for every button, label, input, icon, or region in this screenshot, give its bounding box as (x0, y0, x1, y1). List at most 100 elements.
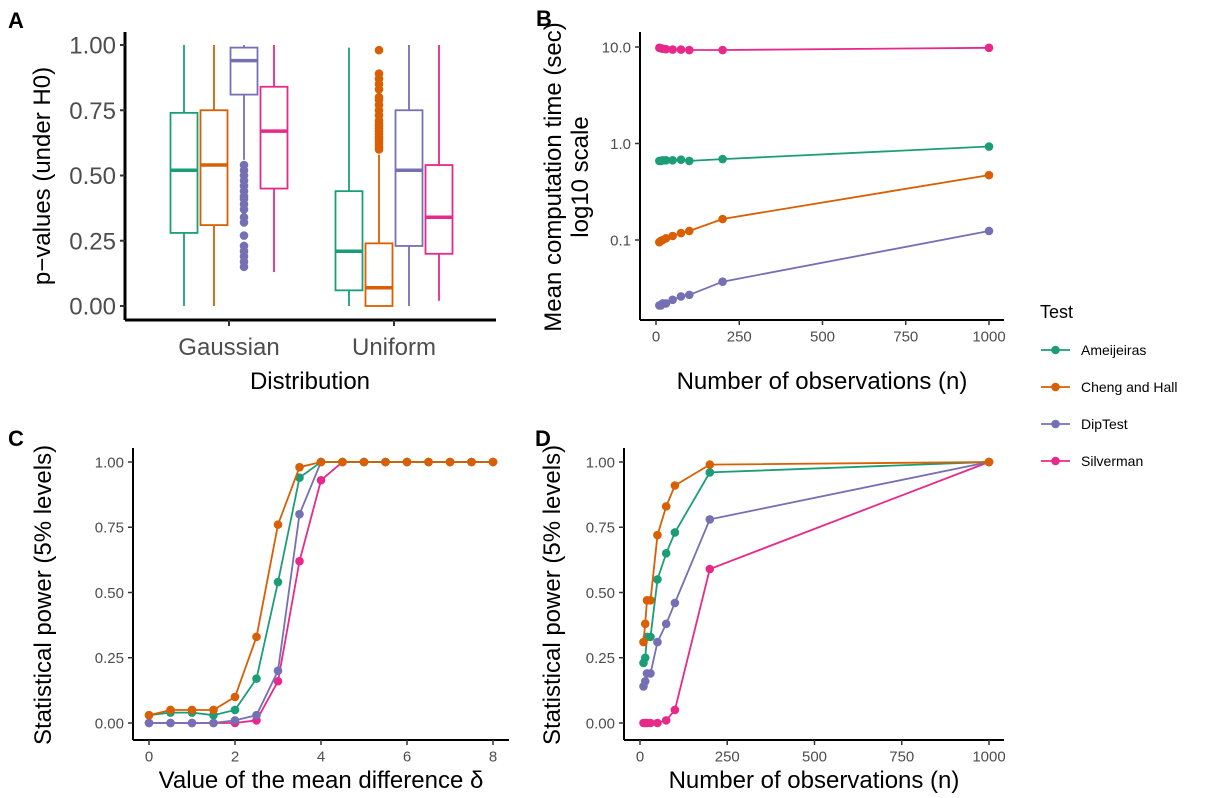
data-point (230, 705, 240, 715)
legend-key-point (1051, 456, 1060, 466)
data-point (144, 710, 154, 720)
x-tick-label: 250 (727, 328, 752, 345)
panel-c-line-chart: C 0.00 0.25 0.50 0.75 1.00 0 2 4 6 8 Value of the m… (8, 426, 509, 794)
data-point (661, 716, 671, 725)
iqr-box (259, 85, 289, 190)
series-line (659, 46, 990, 51)
data-point (273, 676, 283, 686)
data-point (718, 154, 727, 164)
data-point (718, 277, 727, 286)
series-cheng-and-hall (639, 457, 994, 647)
panel-d-line-chart: D 0.00 0.25 0.50 0.75 1.00 0 250 500 750 1000 Numbe… (535, 426, 1006, 794)
x-tick-label: 8 (489, 748, 497, 765)
legend-item-ameijeiras: Ameijeiras (1041, 342, 1146, 358)
data-point (661, 502, 671, 511)
series-diptest (655, 226, 994, 310)
series-ameijeiras (655, 142, 994, 166)
data-point (273, 577, 283, 587)
x-tick-label: 2 (231, 748, 239, 765)
data-point (646, 718, 655, 728)
data-point (718, 214, 727, 224)
iqr-box (394, 109, 424, 247)
outlier-point (374, 69, 384, 79)
data-point (661, 299, 671, 308)
panel-label: B (536, 6, 552, 31)
data-point (166, 705, 175, 715)
x-tick-label: 0 (145, 748, 153, 765)
data-point (230, 716, 240, 725)
x-tick-label: 1000 (972, 328, 1005, 345)
y-axis-title: Statistical power (5% levels) (539, 445, 566, 745)
outlier-point (374, 45, 384, 55)
series-line (149, 461, 493, 724)
data-point (187, 705, 197, 715)
x-tick-label: 750 (893, 328, 918, 345)
data-point (984, 170, 994, 180)
legend-item-cheng-and-hall: Cheng and Hall (1041, 379, 1178, 395)
x-tick-label: 1000 (972, 748, 1005, 765)
series-line (148, 461, 493, 717)
y-tick-label: 0.25 (586, 650, 615, 667)
data-point (705, 460, 715, 469)
data-point (653, 530, 662, 540)
series-line (149, 461, 493, 724)
y-axis-title: Mean computation time (sec) (540, 22, 567, 331)
data-point (144, 718, 154, 728)
data-point (252, 710, 261, 720)
data-point (166, 718, 175, 728)
x-tick-label: Gaussian (178, 334, 279, 361)
box-gaussian-ameijeiras (169, 45, 199, 306)
x-tick-label: 750 (889, 748, 914, 765)
data-point (670, 528, 680, 537)
panel-label: A (8, 8, 24, 33)
y-tick-label: 0.75 (69, 98, 116, 125)
data-point (718, 45, 727, 55)
data-point (273, 666, 283, 676)
x-axis-title: Value of the mean difference δ (159, 767, 484, 794)
outlier-point (239, 231, 249, 240)
series-line (148, 461, 493, 717)
data-point (640, 619, 650, 629)
data-point (668, 295, 677, 305)
legend-item-diptest: DipTest (1041, 416, 1128, 432)
data-point (685, 156, 694, 166)
data-point (668, 155, 677, 165)
legend-label: Ameijeiras (1081, 342, 1146, 358)
panel-b-line-chart: B 0.1 1.0 10.0 0 250 500 750 1000 Number of obser… (536, 6, 1006, 395)
series-line (659, 145, 990, 162)
y-tick-label: 0.75 (95, 520, 124, 537)
iqr-box (229, 46, 259, 96)
y-tick-label: 0.25 (69, 228, 116, 255)
y-tick-label: 1.00 (95, 454, 124, 471)
legend-key-point (1051, 345, 1060, 355)
panel-a-boxplot: A 0.00 0.25 0.50 0.75 1.00 Gaussian Uniform Dist… (8, 8, 496, 395)
y-tick-label: 1.00 (69, 33, 116, 60)
y-tick-label: 0.25 (95, 650, 124, 667)
y-tick-label: 1.00 (586, 454, 615, 471)
data-point (705, 468, 715, 477)
outlier-point (239, 241, 249, 251)
data-point (984, 457, 994, 467)
y-tick-label: 0.50 (95, 585, 124, 602)
series-line (643, 461, 990, 724)
data-point (295, 473, 304, 482)
x-tick-label: 0 (636, 748, 644, 765)
series-line (659, 230, 990, 307)
legend: Test Ameijeiras Cheng and Hall DipTest Silve… (1040, 302, 1178, 469)
data-point (646, 669, 655, 678)
data-point (359, 457, 369, 467)
box-gaussian-silverman (259, 45, 289, 273)
data-point (670, 598, 680, 608)
box-uniform-diptest (394, 45, 424, 306)
data-point (252, 632, 261, 642)
series-silverman (655, 43, 994, 55)
box-gaussian-cheng-and-hall (199, 45, 229, 306)
series-diptest (144, 457, 498, 728)
data-point (661, 234, 671, 243)
x-tick-label: Uniform (352, 334, 436, 361)
data-point (402, 457, 412, 467)
data-point (316, 457, 326, 467)
data-point (187, 718, 197, 728)
data-point (653, 575, 662, 584)
data-point (639, 637, 648, 647)
